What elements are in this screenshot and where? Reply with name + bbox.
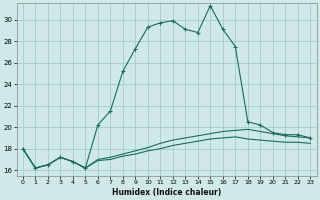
X-axis label: Humidex (Indice chaleur): Humidex (Indice chaleur) bbox=[112, 188, 221, 197]
